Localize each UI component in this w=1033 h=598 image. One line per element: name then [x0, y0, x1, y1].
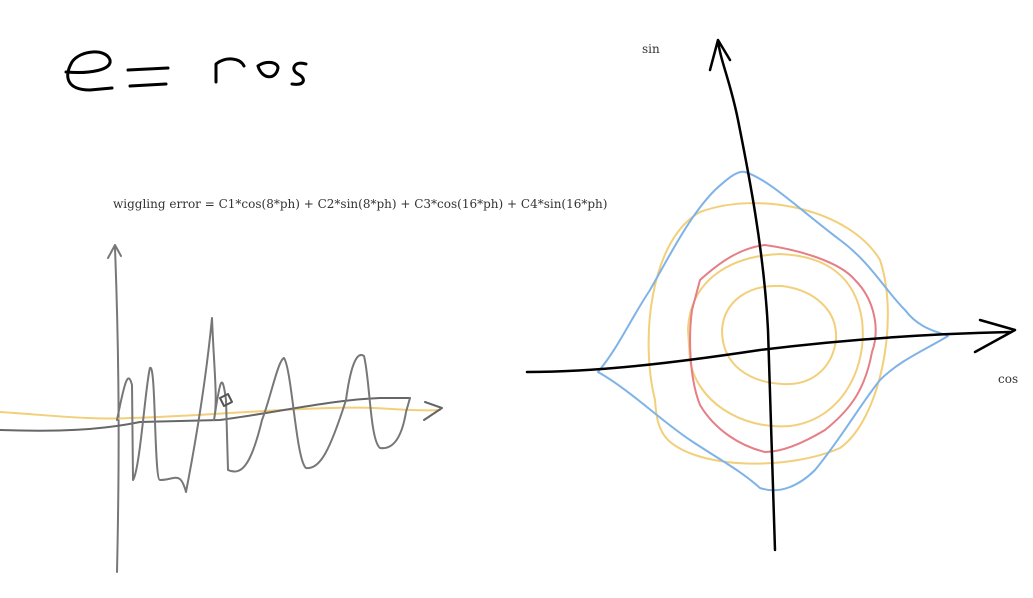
x-axis	[0, 397, 443, 432]
formula: wiggling error = C1*cos(8*ph) + C2*sin(8…	[113, 197, 607, 211]
stroke-equals	[126, 66, 170, 88]
yellow-curve	[0, 406, 441, 420]
blue-diamond	[597, 170, 949, 492]
gray-wiggle	[116, 317, 411, 493]
stroke-s	[290, 61, 308, 86]
handwriting	[64, 50, 308, 92]
sin-label: sin	[642, 42, 660, 56]
middle-yellow	[687, 253, 864, 428]
stroke-e	[64, 50, 114, 92]
outer-yellow	[647, 202, 889, 465]
stroke-r	[214, 57, 246, 84]
cos-axis	[525, 318, 1017, 374]
left-plot	[0, 244, 443, 573]
cos-label: cos	[998, 372, 1018, 386]
right-plot	[525, 38, 1017, 552]
cursor-mark	[219, 393, 233, 407]
stroke-o	[256, 60, 280, 79]
red-circle	[689, 244, 877, 453]
inner-yellow	[721, 284, 838, 386]
sin-axis	[708, 38, 777, 552]
